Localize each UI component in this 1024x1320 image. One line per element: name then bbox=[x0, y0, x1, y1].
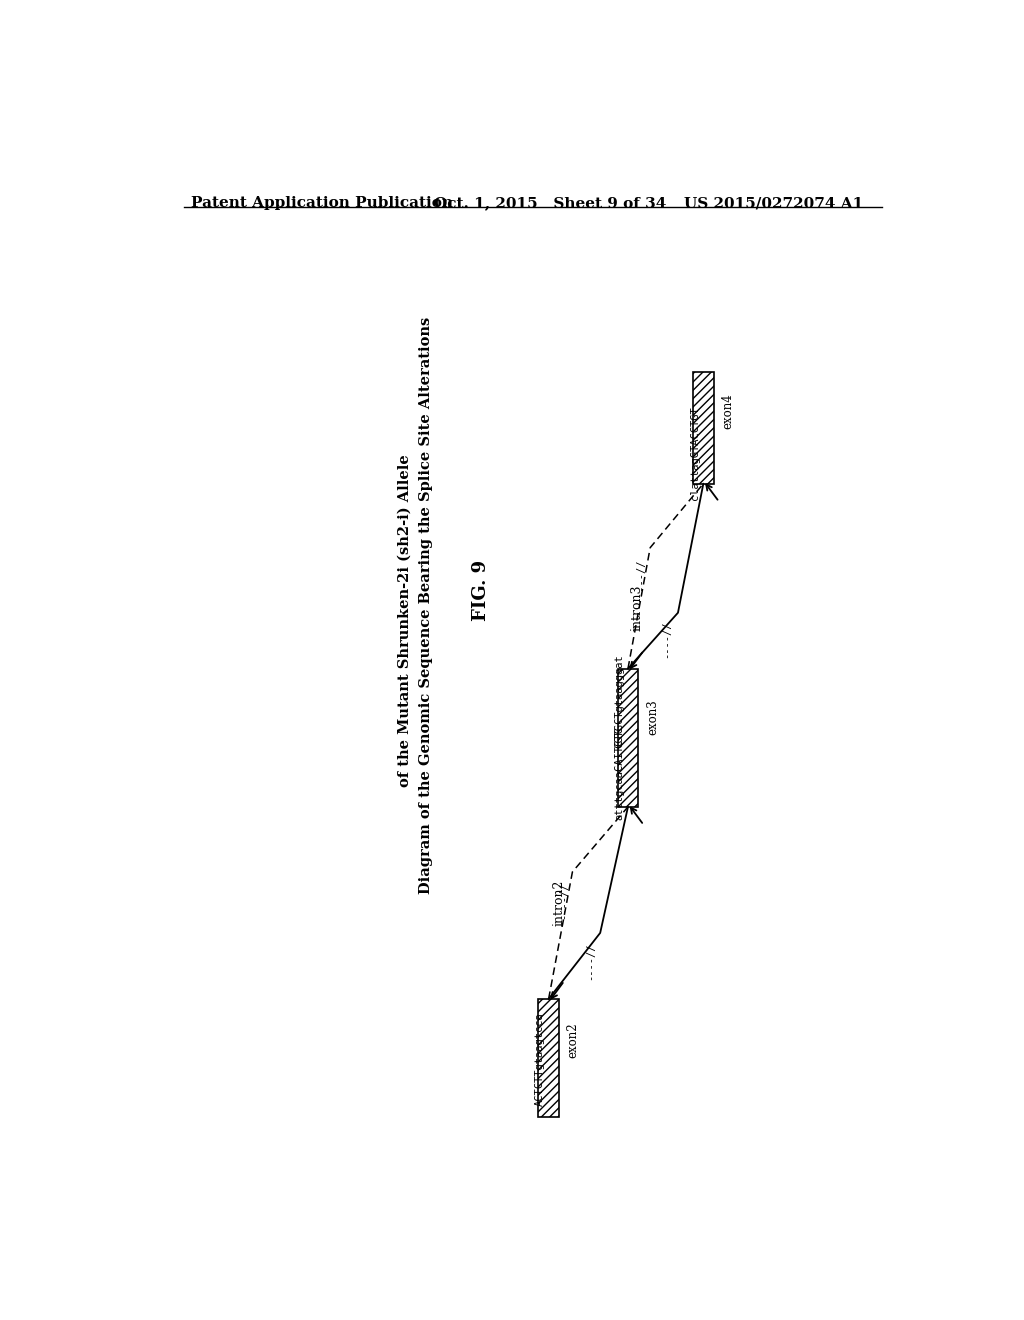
Text: Patent Application Publication: Patent Application Publication bbox=[191, 195, 454, 210]
Text: clattagGTACCTGT: clattagGTACCTGT bbox=[689, 407, 699, 500]
Text: intron2: intron2 bbox=[552, 879, 565, 925]
Text: Diagram of the Genomic Sequence Bearing the Splice Site Alterations: Diagram of the Genomic Sequence Bearing … bbox=[419, 317, 432, 894]
Text: ----//: ----// bbox=[558, 882, 568, 919]
Text: ACTCTTgtaagtcca: ACTCTTgtaagtcca bbox=[535, 1012, 545, 1106]
Bar bbox=[539, 999, 559, 1117]
Text: exon4: exon4 bbox=[722, 393, 734, 429]
Text: US 2015/0272074 A1: US 2015/0272074 A1 bbox=[684, 195, 863, 210]
Text: of the Mutant Shrunken-2i (sh2-i) Allele: of the Mutant Shrunken-2i (sh2-i) Allele bbox=[397, 454, 412, 787]
Text: intron3: intron3 bbox=[631, 585, 644, 631]
Text: exon2: exon2 bbox=[566, 1023, 580, 1059]
Text: exon3: exon3 bbox=[646, 700, 659, 735]
Text: ----//: ----// bbox=[636, 558, 646, 595]
Text: atttgcaaCAITCTC: atttgcaaCAITCTC bbox=[614, 726, 625, 820]
Text: CCTGCTgtaagggat: CCTGCTgtaagggat bbox=[614, 655, 625, 748]
Text: ----//: ----// bbox=[662, 620, 671, 657]
Text: Oct. 1, 2015   Sheet 9 of 34: Oct. 1, 2015 Sheet 9 of 34 bbox=[433, 195, 666, 210]
Bar bbox=[693, 372, 714, 483]
Text: FIG. 9: FIG. 9 bbox=[472, 560, 490, 620]
Bar bbox=[617, 669, 638, 807]
Text: ----//: ----// bbox=[585, 942, 595, 981]
